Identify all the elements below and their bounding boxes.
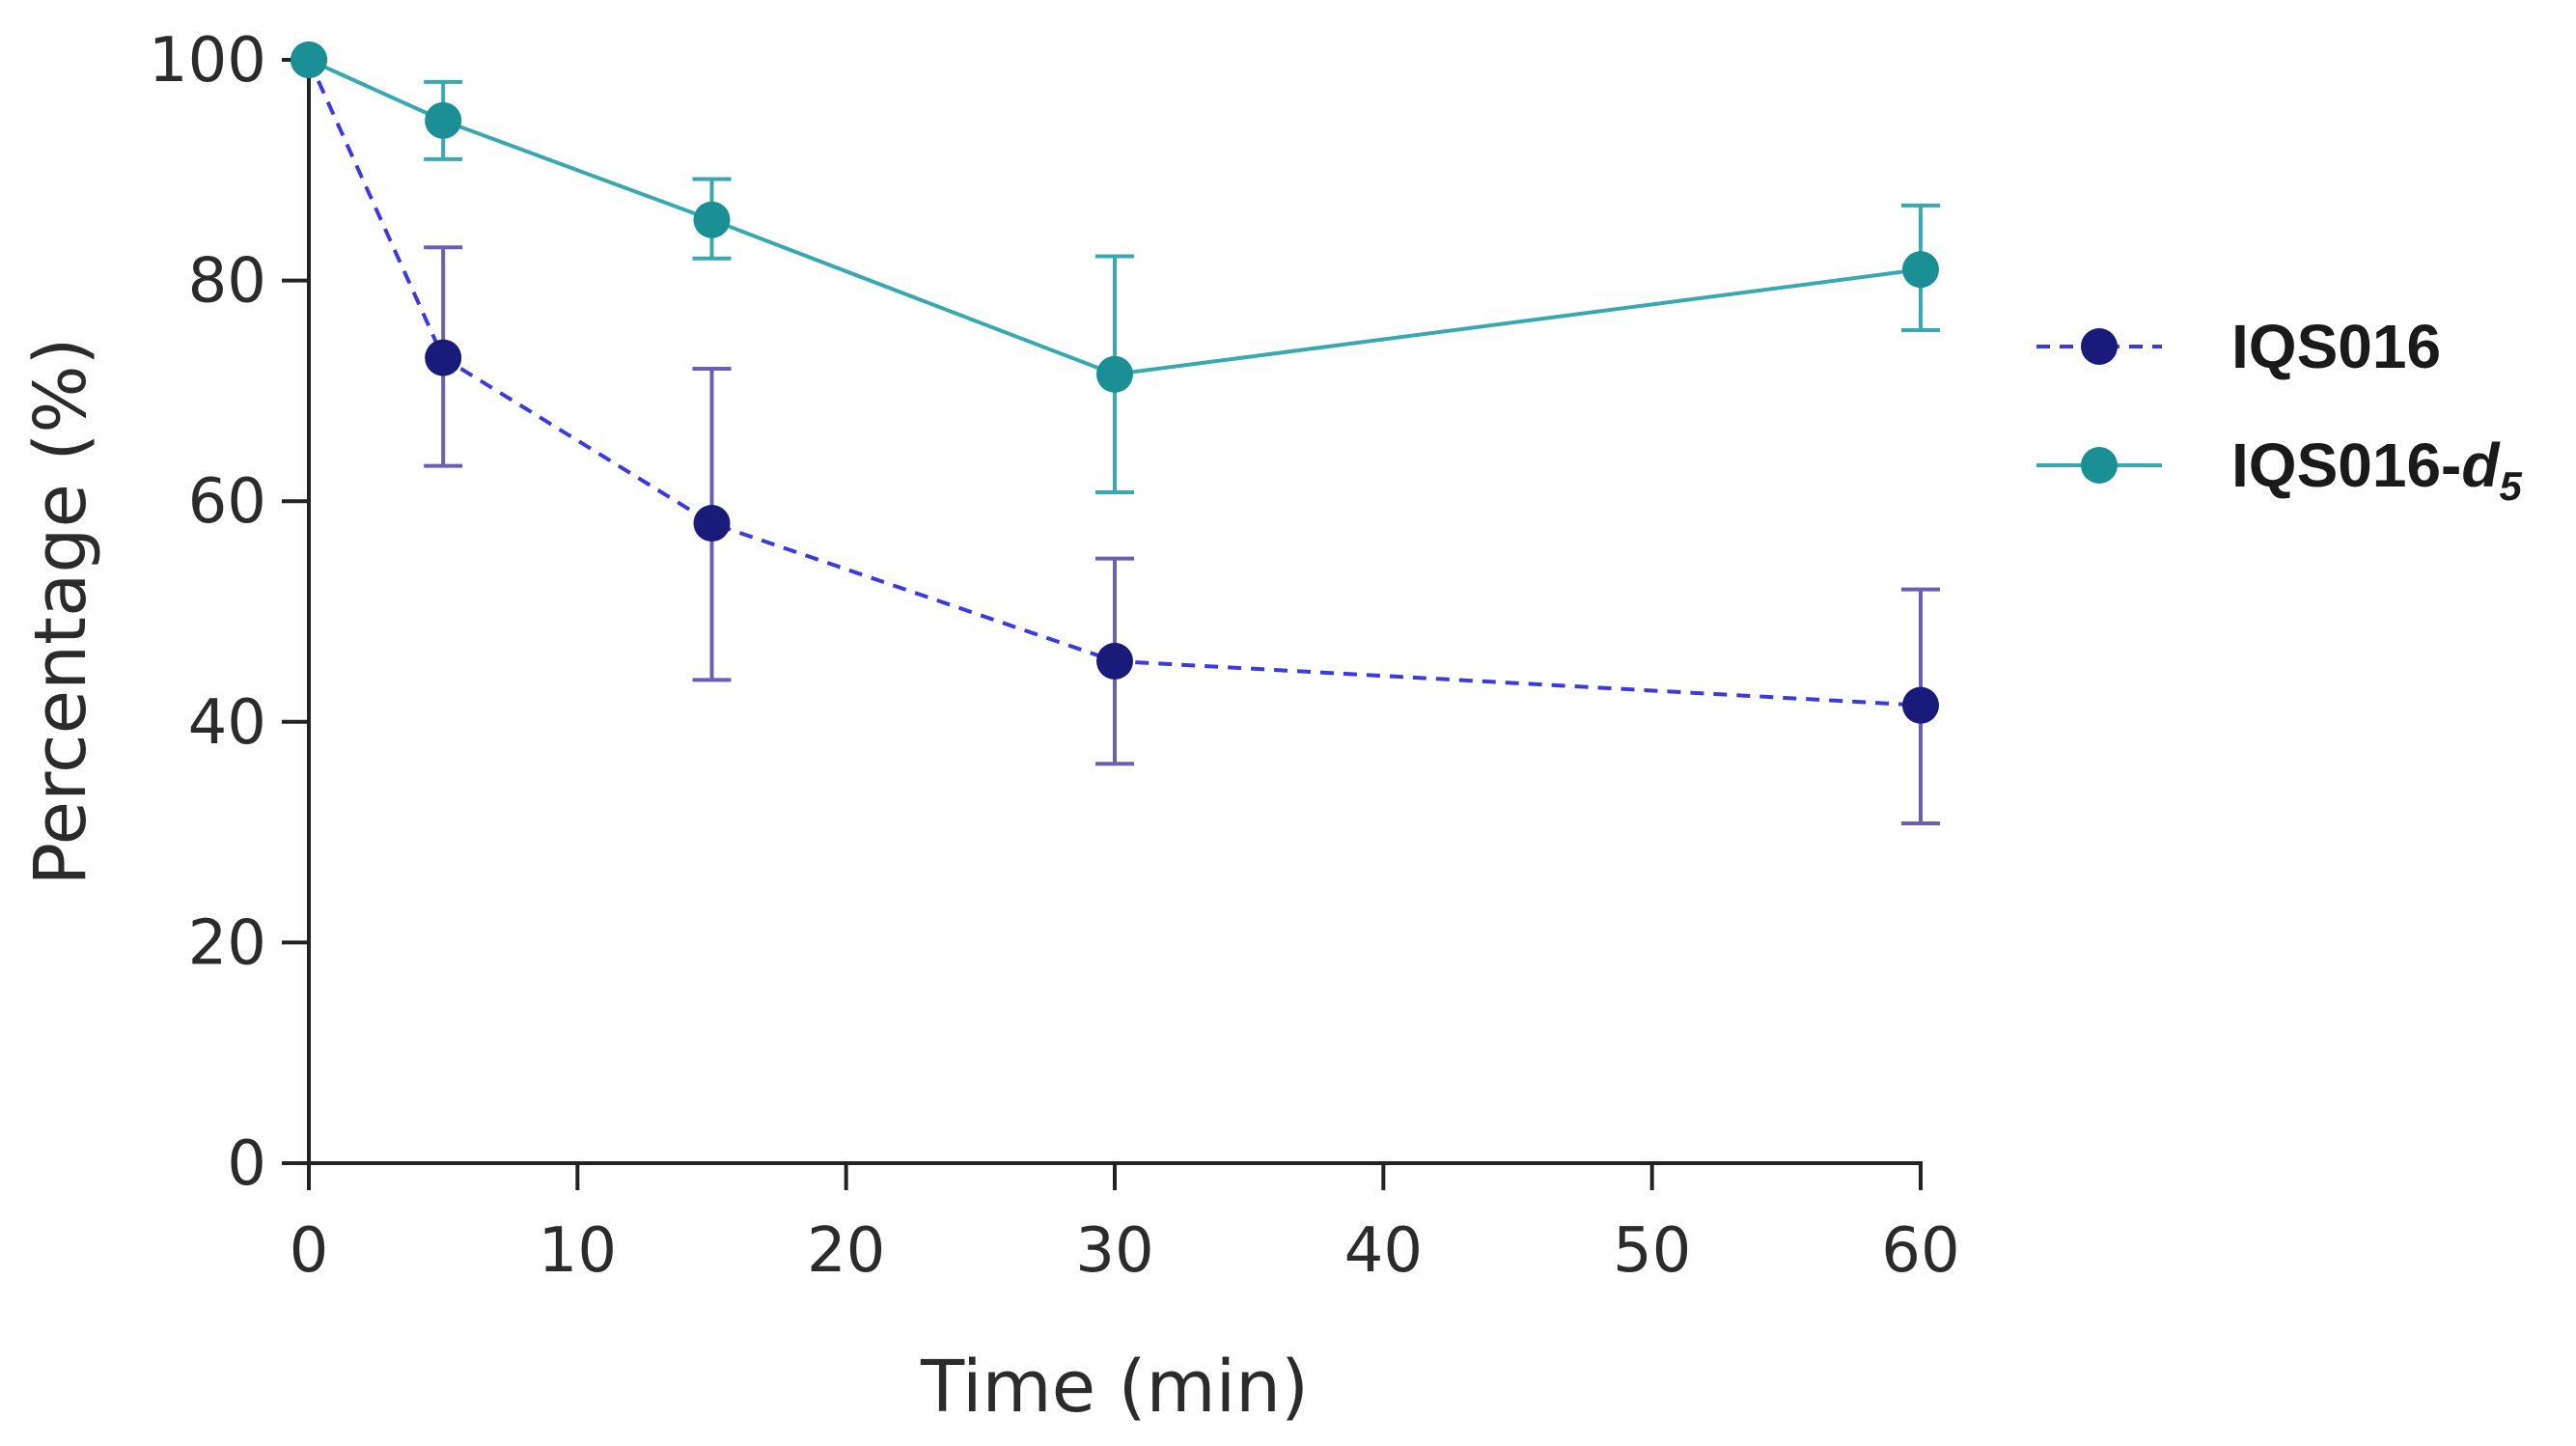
series-IQS016-d5: [291, 42, 1940, 495]
data-point: [425, 339, 462, 376]
legend-item-IQS016: IQS016: [2036, 312, 2441, 381]
data-point: [1096, 642, 1133, 680]
legend-marker: [2081, 447, 2118, 484]
y-tick-label: 100: [149, 25, 266, 97]
legend-label: IQS016: [2231, 312, 2441, 381]
x-axis-title: Time (min): [920, 1346, 1309, 1429]
legend-item-IQS016-d5: IQS016-d5: [2036, 431, 2522, 509]
series-layer: [291, 42, 1940, 825]
x-tick-label: 60: [1881, 1215, 1959, 1287]
data-point: [425, 101, 462, 139]
legend: IQS016 IQS016-d5: [2036, 312, 2522, 509]
data-point: [693, 201, 731, 238]
x-tick-label: 20: [807, 1215, 885, 1287]
x-tick-label: 40: [1344, 1215, 1423, 1287]
y-tick-label: 80: [188, 246, 266, 318]
data-point: [693, 505, 731, 542]
data-point: [1096, 355, 1133, 393]
y-tick-label: 0: [227, 1128, 266, 1200]
y-tick-label: 60: [188, 466, 266, 538]
x-tick-label: 50: [1613, 1215, 1691, 1287]
legend-label: IQS016-d5: [2231, 431, 2522, 509]
data-point: [291, 42, 327, 78]
axes: 0 20 40 60 80 100 0 10 20 30 40 50 60 Time (min) Perce…: [19, 25, 1960, 1429]
y-tick-label: 40: [188, 687, 266, 759]
series-line: [307, 59, 1922, 708]
y-axis-title: Percentage (%): [19, 338, 102, 886]
y-tick-label: 20: [188, 907, 266, 979]
x-tick-label: 0: [290, 1215, 329, 1287]
data-point: [1902, 251, 1939, 289]
legend-marker: [2081, 328, 2118, 365]
x-tick-label: 30: [1075, 1215, 1153, 1287]
data-point: [1902, 686, 1939, 724]
x-tick-label: 10: [539, 1215, 617, 1287]
